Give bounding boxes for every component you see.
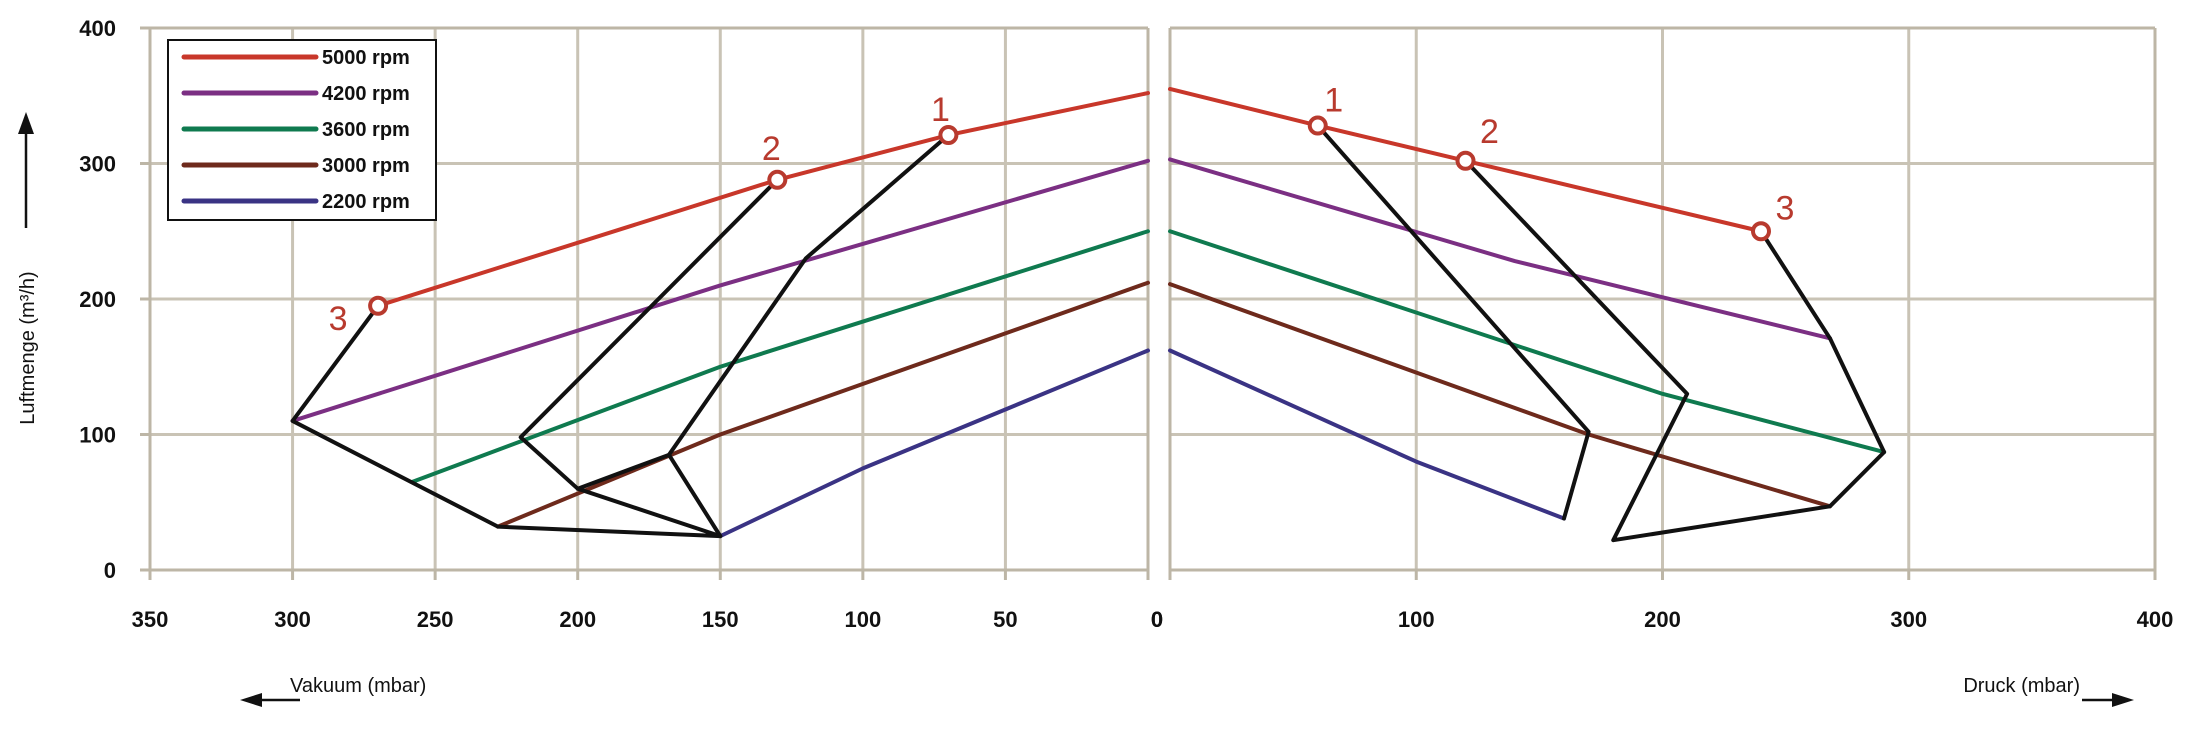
- x-tick-label: 300: [1890, 607, 1927, 632]
- legend-label: 4200 rpm: [322, 83, 410, 105]
- y-tick-label: 200: [79, 287, 116, 312]
- y-axis-label: Luftmenge (m³/h): [17, 271, 39, 424]
- x-axis-label-vacuum: Vakuum (mbar): [290, 675, 426, 697]
- y-tick-label: 0: [104, 558, 116, 583]
- x-tick-label: 0: [1151, 607, 1163, 632]
- operating-point-marker: [368, 295, 389, 316]
- operating-point-marker: [767, 169, 788, 190]
- operating-point-marker: [1751, 221, 1771, 242]
- legend-label: 3600 rpm: [322, 119, 410, 141]
- operating-point-label: 1: [1324, 82, 1343, 120]
- y-tick-label: 300: [79, 152, 116, 177]
- operating-point-label: 3: [1776, 189, 1795, 227]
- y-tick-label: 100: [79, 423, 116, 448]
- envelope-lines: [290, 123, 1887, 543]
- operating-point-label: 2: [762, 130, 781, 168]
- operating-point-marker: [1307, 115, 1328, 136]
- x-tick-label: 250: [417, 607, 454, 632]
- envelope-line-vacuum-0: [290, 177, 780, 539]
- operating-point-label: 3: [329, 300, 348, 338]
- operating-point-label: 2: [1480, 113, 1499, 151]
- x-tick-label: 400: [2137, 607, 2174, 632]
- series-5000-rpm-pressure: [1168, 86, 1763, 234]
- rpm-series: [290, 86, 1887, 539]
- series-5000-rpm-vacuum: [376, 91, 1150, 308]
- series-3600-rpm-vacuum: [410, 229, 1150, 484]
- x-tick-label: 150: [702, 607, 739, 632]
- x-tick-label: 350: [132, 607, 169, 632]
- operating-point-marker: [938, 125, 959, 146]
- x-tick-label: 50: [993, 607, 1017, 632]
- x-tick-label: 100: [1398, 607, 1435, 632]
- y-tick-label: 400: [79, 16, 116, 41]
- series-4200-rpm-pressure: [1168, 157, 1832, 341]
- series-3000-rpm-vacuum: [495, 280, 1150, 529]
- y-axis-arrowhead: [18, 112, 34, 134]
- x-tick-label-zero: 0: [1151, 607, 1163, 632]
- x-tick-label: 200: [559, 607, 596, 632]
- pressure-arrowhead: [2112, 693, 2134, 707]
- axes: [140, 26, 2157, 580]
- vacuum-arrowhead: [240, 693, 262, 707]
- series-4200-rpm-vacuum: [290, 158, 1150, 423]
- legend-label: 2200 rpm: [322, 191, 410, 213]
- operating-point-label: 1: [931, 91, 950, 129]
- grid-lines: [150, 26, 2157, 572]
- x-tick-label: 100: [844, 607, 881, 632]
- axis-labels: 350 300 250 200 150 100 50 0 100 200 300 400 0 100 200…: [17, 16, 2173, 707]
- legend-label: 5000 rpm: [322, 47, 410, 69]
- x-axis-label-pressure: Druck (mbar): [1963, 675, 2080, 697]
- x-tick-label: 200: [1644, 607, 1681, 632]
- legend-label: 3000 rpm: [322, 155, 410, 177]
- series-2200-rpm-vacuum: [718, 348, 1150, 539]
- x-tick-label: 300: [274, 607, 311, 632]
- series-3600-rpm-pressure: [1168, 229, 1887, 455]
- operating-points: 1 2 3 1 2 3: [329, 82, 1795, 338]
- envelope-line-vacuum-2: [666, 133, 951, 457]
- envelope-line-pressure-0: [1315, 123, 1591, 521]
- envelope-line-pressure-1: [1463, 158, 1887, 543]
- series-2200-rpm-pressure: [1168, 348, 1566, 521]
- operating-point-marker: [1455, 150, 1476, 171]
- legend: 5000 rpm 4200 rpm 3600 rpm 3000 rpm 2200 rpm: [167, 39, 437, 221]
